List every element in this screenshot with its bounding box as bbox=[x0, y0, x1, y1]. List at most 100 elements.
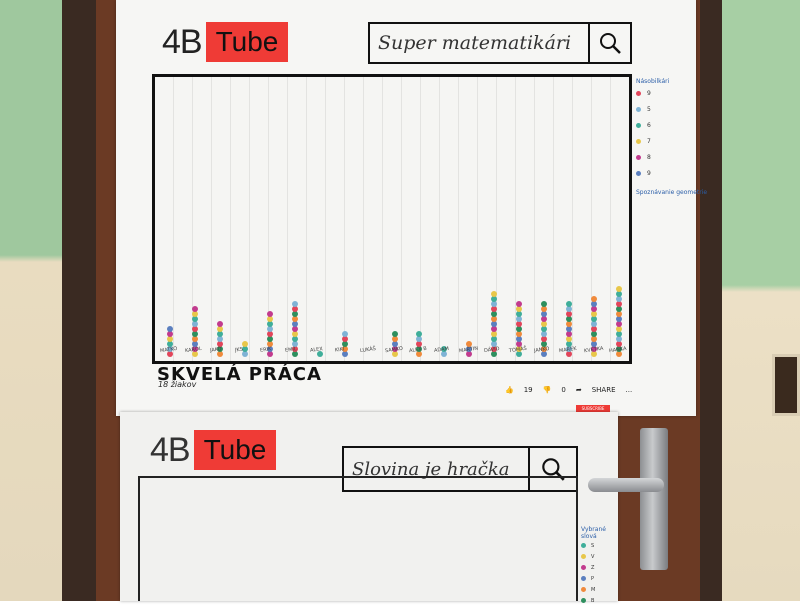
tally-dot bbox=[591, 341, 598, 347]
tally-dot bbox=[167, 331, 173, 337]
logo-4btube: 4B Tube bbox=[162, 22, 289, 62]
tally-dot bbox=[591, 301, 598, 307]
tally-dot bbox=[291, 316, 298, 322]
tally-dot bbox=[416, 351, 423, 357]
tally-dot bbox=[516, 316, 523, 322]
legend-item: 8 bbox=[636, 149, 688, 165]
tally-dot bbox=[541, 311, 548, 317]
tally-dot bbox=[441, 346, 448, 352]
search-bar-2: Slovina je hračka bbox=[342, 446, 578, 492]
legend-item: 5 bbox=[636, 101, 688, 117]
tally-dot bbox=[516, 351, 523, 357]
tally-dot bbox=[241, 351, 248, 357]
tally-dot bbox=[391, 331, 398, 337]
tally-dot bbox=[316, 351, 323, 357]
tally-dot bbox=[191, 351, 198, 357]
tally-dot bbox=[191, 321, 198, 327]
tally-dot bbox=[591, 311, 598, 317]
legend-dot bbox=[636, 106, 641, 112]
tally-dot bbox=[566, 321, 573, 327]
tally-dot bbox=[591, 321, 598, 327]
tally-dot bbox=[616, 311, 623, 317]
tally-dot bbox=[616, 321, 623, 327]
tally-dot bbox=[491, 341, 498, 347]
light-switch bbox=[772, 354, 800, 416]
tally-dot bbox=[491, 296, 498, 302]
tally-dot bbox=[216, 326, 223, 332]
student-name-label: JKS bbox=[234, 346, 244, 354]
tally-dot bbox=[591, 346, 598, 352]
subscribe-badge: SUBSCRIBE bbox=[576, 405, 610, 413]
tally-dot bbox=[541, 351, 548, 357]
door-handle-lever[interactable] bbox=[588, 478, 664, 492]
tally-dot bbox=[566, 306, 573, 312]
dislike-icon: 👎 bbox=[542, 386, 552, 394]
tally-dot bbox=[466, 346, 473, 352]
tally-dot bbox=[541, 316, 548, 322]
legend-title: Násobilkári bbox=[636, 78, 670, 85]
dislike-count: 0 bbox=[561, 386, 566, 394]
tally-dot bbox=[291, 336, 298, 342]
tally-dot bbox=[566, 316, 573, 322]
tally-dot bbox=[391, 336, 398, 342]
tally-dot bbox=[167, 336, 173, 342]
legend-dot bbox=[581, 554, 586, 559]
tally-dot bbox=[491, 291, 498, 297]
student-name-label: KIKI bbox=[334, 346, 345, 354]
tally-dot bbox=[216, 336, 223, 342]
tally-dot bbox=[491, 311, 498, 317]
tally-dot bbox=[516, 331, 523, 337]
tally-dot bbox=[541, 326, 548, 332]
tally-dot bbox=[266, 341, 273, 347]
tally-dot bbox=[291, 321, 298, 327]
tally-dot bbox=[566, 341, 573, 347]
tally-dot bbox=[541, 336, 548, 342]
search-query-text-2: Slovina je hračka bbox=[352, 458, 510, 480]
door-handle-plate bbox=[640, 428, 668, 570]
tally-dot bbox=[341, 351, 348, 357]
tally-dot bbox=[566, 326, 573, 332]
like-count: 19 bbox=[523, 386, 533, 394]
tally-dot bbox=[516, 311, 523, 317]
tally-dot bbox=[291, 341, 298, 347]
legend-dot bbox=[581, 565, 586, 570]
tally-dot bbox=[266, 311, 273, 317]
tally-dot bbox=[191, 341, 198, 347]
tally-dot bbox=[341, 336, 348, 342]
tally-dot bbox=[591, 351, 598, 357]
legend-item: M bbox=[581, 584, 621, 595]
more-label: ... bbox=[625, 386, 633, 394]
logo-prefix-2: 4B bbox=[150, 430, 191, 469]
tally-dot bbox=[491, 331, 498, 337]
video-title: SKVELÁ PRÁCA bbox=[157, 364, 322, 385]
tally-dot bbox=[191, 331, 198, 337]
tally-dot bbox=[291, 351, 298, 357]
tally-dot bbox=[391, 346, 398, 352]
tally-dot bbox=[341, 346, 348, 352]
tally-dot bbox=[541, 321, 548, 327]
tally-dot bbox=[191, 306, 198, 312]
tally-dot bbox=[591, 316, 598, 322]
tally-dot bbox=[616, 331, 623, 337]
tally-dot bbox=[616, 306, 623, 312]
legend-dot bbox=[581, 587, 586, 592]
tally-dot bbox=[566, 346, 573, 352]
legend-item: 6 bbox=[636, 117, 688, 133]
dot-chart-2 bbox=[138, 476, 578, 601]
tally-dot bbox=[341, 341, 348, 347]
tally-dot bbox=[291, 331, 298, 337]
tally-dot bbox=[191, 326, 198, 332]
tally-dot bbox=[416, 336, 423, 342]
tally-dot bbox=[441, 351, 448, 357]
tally-dot bbox=[391, 341, 398, 347]
legend-dot bbox=[636, 90, 641, 96]
tally-dot bbox=[541, 301, 548, 307]
tally-dot bbox=[266, 321, 273, 327]
legend-secondary-title: Spoznávanie geometrie bbox=[636, 189, 708, 196]
tally-dot bbox=[591, 326, 598, 332]
tally-dot bbox=[616, 291, 623, 297]
legend-item: S bbox=[581, 540, 621, 551]
tally-dot bbox=[391, 351, 398, 357]
tally-dot bbox=[266, 351, 273, 357]
legend-item: 7 bbox=[636, 133, 688, 149]
